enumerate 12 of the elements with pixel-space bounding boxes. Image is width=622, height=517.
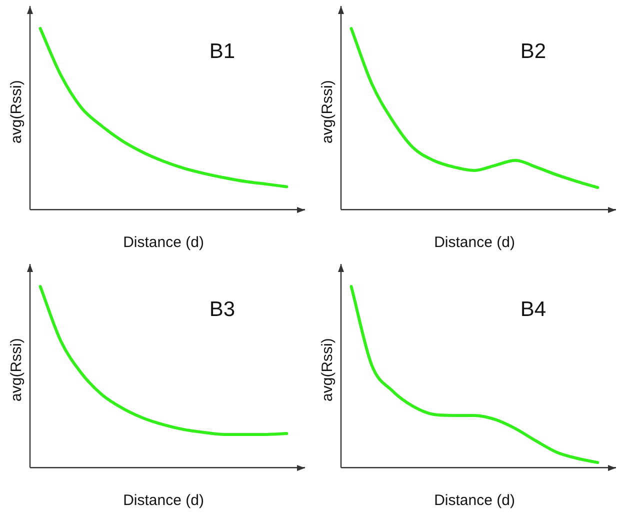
text: B1 [209,40,236,63]
y-axis-title: avg(Rssi) [319,338,336,402]
text: B4 [520,298,546,321]
y-axis-title: avg(Rssi) [8,338,26,402]
text: B2 [520,40,546,63]
x-axis-title: Distance (d) [434,234,515,252]
y-axis-title: avg(Rssi) [319,80,336,144]
x-axis-title: Distance (d) [123,234,204,252]
x-axis-title: Distance (d) [123,492,204,510]
x-axis-title: Distance (d) [434,492,515,510]
y-axis-title: avg(Rssi) [8,80,26,144]
text: B3 [209,298,236,321]
